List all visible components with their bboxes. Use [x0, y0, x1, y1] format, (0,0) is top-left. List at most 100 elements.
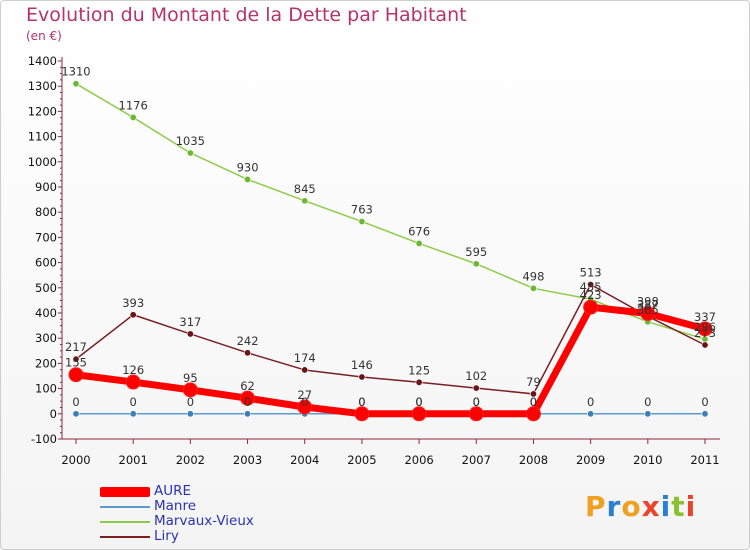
data-label-liry: 146 — [351, 358, 373, 372]
y-tick-label: 1400 — [28, 54, 57, 68]
data-point-aure — [182, 382, 198, 398]
logo-letter: o — [621, 490, 642, 523]
data-label-manre: 0 — [473, 395, 480, 409]
logo-letter: r — [606, 490, 622, 523]
legend-label-aure: AURE — [154, 483, 192, 499]
x-tick-label: 2000 — [61, 453, 90, 467]
series-line-liry — [75, 283, 706, 395]
data-label-marvaux-vieux: 930 — [237, 160, 259, 174]
data-point-marvaux-vieux — [415, 239, 423, 247]
data-label-manre: 0 — [644, 395, 651, 409]
data-label-liry: 273 — [694, 326, 716, 340]
data-point-aure — [125, 374, 141, 390]
data-label-manre: 0 — [587, 395, 594, 409]
data-label-marvaux-vieux: 676 — [408, 224, 430, 238]
logo-letter: t — [671, 490, 686, 523]
y-tick-label: 1000 — [28, 155, 57, 169]
data-label-liry: 79 — [526, 375, 541, 389]
x-tick-label: 2003 — [233, 453, 262, 467]
unit-label: (en €) — [26, 29, 62, 43]
x-tick-label: 2009 — [576, 453, 605, 467]
y-tick-label: 900 — [35, 180, 57, 194]
y-tick-label: 1300 — [28, 79, 57, 93]
data-label-manre: 0 — [415, 395, 422, 409]
series-line-marvaux-vieux — [75, 82, 706, 340]
data-label-aure: 0 — [358, 395, 365, 409]
legend-label-liry: Liry — [154, 528, 179, 544]
data-label-manre: 0 — [244, 395, 251, 409]
data-label-aure: 62 — [240, 379, 255, 393]
proxiti-logo: Proxiti — [585, 490, 696, 523]
x-tick-label: 2010 — [633, 453, 662, 467]
logo-letter: i — [685, 490, 697, 523]
data-label-liry: 513 — [580, 266, 602, 280]
data-label-manre: 0 — [358, 395, 365, 409]
data-label-aure: 398 — [637, 295, 659, 309]
data-label-aure: 126 — [122, 363, 144, 377]
x-tick-label: 2008 — [519, 453, 548, 467]
series-line-aure — [72, 303, 709, 418]
x-tick-label: 2006 — [404, 453, 433, 467]
data-point-aure — [68, 367, 84, 383]
data-label-marvaux-vieux: 498 — [522, 269, 544, 283]
data-point-liry — [72, 355, 80, 363]
y-tick-label: 400 — [35, 306, 57, 320]
data-label-marvaux-vieux: 296 — [694, 320, 716, 334]
data-point-aure — [411, 406, 427, 422]
y-tick-label: -100 — [31, 432, 57, 446]
data-point-marvaux-vieux — [472, 260, 480, 268]
data-point-liry — [415, 378, 423, 386]
data-label-aure: 155 — [65, 356, 87, 370]
y-tick-label: 500 — [35, 281, 57, 295]
data-point-manre — [701, 410, 709, 418]
data-point-marvaux-vieux — [529, 284, 537, 292]
y-tick-label: 1200 — [28, 104, 57, 118]
data-label-marvaux-vieux: 1176 — [119, 98, 148, 112]
y-tick-label: 1100 — [28, 130, 57, 144]
data-label-aure: 95 — [183, 371, 198, 385]
data-point-manre — [644, 410, 652, 418]
logo-letter: i — [660, 490, 672, 523]
data-label-aure: 337 — [694, 310, 716, 324]
data-point-liry — [587, 281, 595, 289]
data-point-liry — [244, 349, 252, 357]
data-point-manre — [587, 410, 595, 418]
data-label-liry: 217 — [65, 340, 87, 354]
y-tick-label: 200 — [35, 356, 57, 370]
data-point-liry — [129, 311, 137, 319]
data-label-marvaux-vieux: 595 — [465, 245, 487, 259]
data-point-liry — [301, 366, 309, 374]
data-label-liry: 125 — [408, 363, 430, 377]
data-point-liry — [186, 330, 194, 338]
y-tick-label: 0 — [50, 407, 57, 421]
legend-label-manre: Manre — [154, 498, 197, 514]
y-tick-label: 100 — [35, 382, 57, 396]
data-point-aure — [697, 321, 713, 337]
data-label-manre: 0 — [530, 395, 537, 409]
data-point-aure — [297, 399, 313, 415]
x-tick-label: 2007 — [462, 453, 491, 467]
chart-title: Evolution du Montant de la Dette par Hab… — [26, 4, 467, 26]
data-point-marvaux-vieux — [301, 197, 309, 205]
data-point-marvaux-vieux — [358, 218, 366, 226]
legend-swatch-liry — [100, 536, 150, 538]
data-label-manre: 0 — [187, 395, 194, 409]
data-point-manre — [186, 410, 194, 418]
data-point-aure — [640, 306, 656, 322]
data-label-liry: 393 — [122, 296, 144, 310]
data-point-liry — [358, 373, 366, 381]
y-tick-label: 600 — [35, 256, 57, 270]
data-label-marvaux-vieux: 1035 — [176, 134, 205, 148]
data-point-marvaux-vieux — [72, 80, 80, 88]
data-label-liry: 102 — [465, 369, 487, 383]
data-label-manre: 0 — [72, 395, 79, 409]
y-tick-label: 300 — [35, 331, 57, 345]
data-label-aure: 423 — [580, 288, 602, 302]
x-tick-label: 2004 — [290, 453, 319, 467]
x-tick-label: 2001 — [119, 453, 148, 467]
data-point-aure — [468, 406, 484, 422]
legend-swatch-marvaux-vieux — [100, 521, 150, 523]
data-label-aure: 0 — [415, 395, 422, 409]
